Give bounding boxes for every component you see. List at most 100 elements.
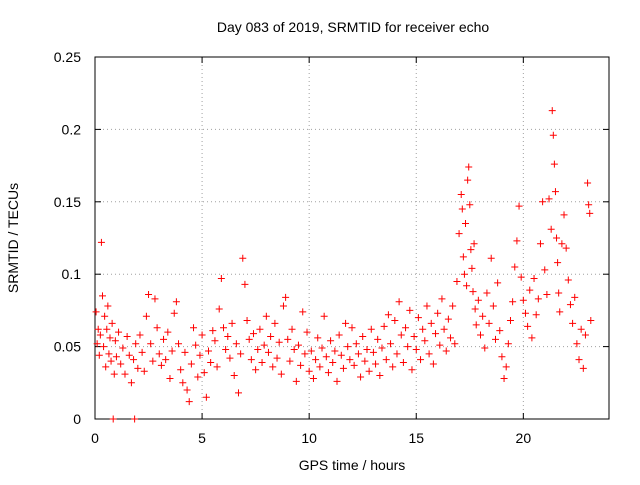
data-point bbox=[198, 331, 206, 339]
data-point bbox=[307, 347, 315, 355]
data-point bbox=[106, 334, 114, 342]
data-point bbox=[350, 361, 358, 369]
data-point bbox=[322, 353, 330, 361]
data-point bbox=[94, 325, 102, 333]
data-point bbox=[579, 364, 587, 372]
data-point bbox=[378, 344, 386, 352]
data-point bbox=[190, 324, 198, 332]
data-point bbox=[506, 317, 514, 325]
data-point bbox=[157, 361, 165, 369]
data-point bbox=[192, 341, 200, 349]
data-point bbox=[352, 340, 360, 348]
data-point bbox=[245, 335, 253, 343]
data-point bbox=[472, 321, 480, 329]
data-point bbox=[333, 377, 341, 385]
data-point bbox=[140, 367, 148, 375]
data-point bbox=[217, 275, 225, 283]
data-point bbox=[573, 340, 581, 348]
data-point bbox=[395, 298, 403, 306]
data-point bbox=[584, 179, 592, 187]
data-point bbox=[536, 240, 544, 248]
data-point bbox=[205, 347, 213, 355]
data-point bbox=[487, 254, 495, 262]
data-point bbox=[581, 331, 589, 339]
data-point bbox=[419, 325, 427, 333]
data-point bbox=[558, 240, 566, 248]
data-point bbox=[316, 363, 324, 371]
data-point bbox=[372, 360, 380, 368]
data-point bbox=[234, 389, 242, 397]
data-point bbox=[112, 353, 120, 361]
data-point bbox=[459, 253, 467, 261]
plot-frame bbox=[94, 56, 610, 420]
data-point bbox=[269, 363, 277, 371]
y-tick-label: 0.1 bbox=[62, 266, 82, 282]
data-point bbox=[380, 322, 388, 330]
data-point bbox=[504, 340, 512, 348]
data-point bbox=[147, 340, 155, 348]
data-point bbox=[365, 367, 373, 375]
x-tick-label: 20 bbox=[516, 430, 532, 446]
data-point bbox=[104, 302, 112, 310]
data-point bbox=[119, 344, 127, 352]
data-point bbox=[213, 363, 221, 371]
data-point bbox=[177, 366, 185, 374]
data-point bbox=[564, 276, 572, 284]
data-point bbox=[496, 327, 504, 335]
data-point bbox=[168, 347, 176, 355]
data-point bbox=[164, 328, 172, 336]
data-point bbox=[241, 280, 249, 288]
data-point bbox=[438, 295, 446, 303]
x-tick-label: 15 bbox=[408, 430, 424, 446]
x-tick-label: 5 bbox=[198, 430, 206, 446]
data-point bbox=[469, 288, 477, 296]
data-point bbox=[359, 332, 367, 340]
data-point bbox=[498, 353, 506, 361]
data-point bbox=[92, 308, 100, 316]
data-point bbox=[463, 282, 471, 290]
data-point bbox=[346, 356, 354, 364]
data-point bbox=[181, 348, 189, 356]
data-point bbox=[389, 363, 397, 371]
data-point bbox=[232, 340, 240, 348]
data-point bbox=[384, 311, 392, 319]
data-point bbox=[96, 331, 104, 339]
data-point bbox=[460, 270, 468, 278]
data-point bbox=[466, 201, 474, 209]
x-tick-label: 10 bbox=[301, 430, 317, 446]
data-point bbox=[297, 361, 305, 369]
data-point bbox=[260, 341, 268, 349]
data-point bbox=[397, 331, 405, 339]
data-point bbox=[252, 366, 260, 374]
data-point bbox=[243, 317, 251, 325]
data-point bbox=[471, 305, 479, 313]
data-point bbox=[327, 337, 335, 345]
data-point bbox=[539, 198, 547, 206]
data-point bbox=[427, 319, 435, 327]
data-point bbox=[179, 379, 187, 387]
data-point bbox=[586, 209, 594, 217]
data-point bbox=[500, 374, 508, 382]
data-point bbox=[108, 319, 116, 327]
x-tick-label: 0 bbox=[91, 430, 99, 446]
data-point bbox=[277, 370, 285, 378]
data-point bbox=[211, 337, 219, 345]
data-point bbox=[109, 415, 117, 423]
data-point bbox=[511, 263, 519, 271]
data-point bbox=[526, 286, 534, 294]
data-point bbox=[551, 188, 559, 196]
data-point bbox=[110, 370, 118, 378]
data-point bbox=[102, 363, 110, 371]
data-point bbox=[344, 343, 352, 351]
data-point bbox=[453, 277, 461, 285]
data-point bbox=[123, 332, 131, 340]
data-point bbox=[288, 325, 296, 333]
data-point bbox=[284, 335, 292, 343]
data-point bbox=[481, 344, 489, 352]
data-point bbox=[494, 279, 502, 287]
data-point bbox=[309, 374, 317, 382]
data-point bbox=[290, 345, 298, 353]
data-point bbox=[528, 334, 536, 342]
axis-ticks: 0 5 10 15 20 0 0.05 0.1 0.15 0.2 0.25 bbox=[54, 49, 609, 446]
